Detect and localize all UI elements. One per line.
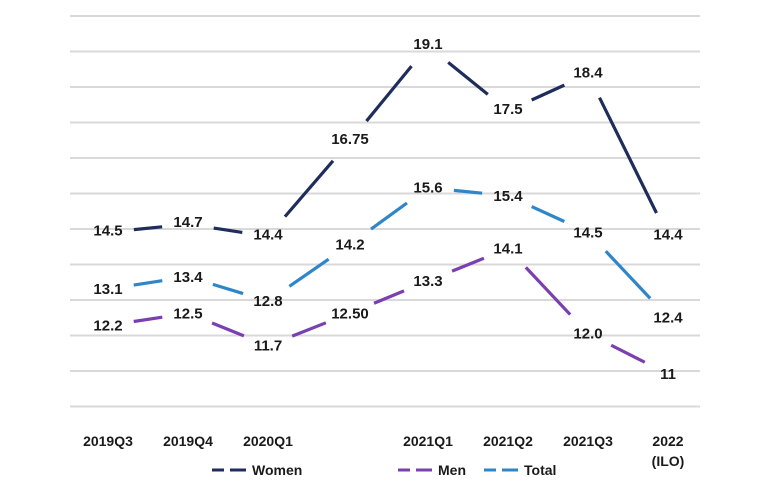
series-lines: [133, 61, 658, 364]
x-tick-label: (ILO): [652, 453, 685, 469]
women-line-segment: [530, 83, 566, 102]
women-line-segment: [365, 65, 413, 123]
x-tick-label: 2019Q3: [83, 433, 133, 449]
women-data-label: 18.4: [573, 64, 603, 81]
total-data-label: 14.5: [573, 224, 602, 241]
men-line-segment: [451, 256, 485, 273]
women-line-segment: [213, 226, 243, 234]
women-line-segment: [133, 225, 163, 232]
total-data-label: 15.4: [493, 188, 523, 205]
total-data-label: 12.8: [253, 293, 282, 310]
total-line-segment: [370, 201, 408, 231]
total-data-label: 14.2: [335, 236, 364, 253]
total-line-segment: [530, 205, 566, 223]
total-line-segment: [288, 257, 330, 288]
men-line-segment: [211, 321, 245, 338]
women-data-label: 19.1: [413, 36, 442, 53]
total-data-label: 15.6: [413, 180, 442, 197]
men-data-label: 12.0: [573, 326, 602, 343]
x-tick-label: 2022: [652, 433, 683, 449]
men-data-label: 13.3: [413, 273, 442, 290]
men-data-label: 14.1: [493, 240, 522, 257]
men-line-segment: [610, 343, 646, 364]
men-line-segment: [133, 315, 163, 324]
x-tick-label: 2020Q1: [243, 433, 293, 449]
x-tick-label: 2019Q4: [163, 433, 213, 449]
men-data-label: 11.7: [254, 338, 282, 355]
total-data-label: 13.1: [93, 281, 122, 298]
legend: Women Men Total: [212, 462, 556, 478]
men-data-label: 12.50: [331, 305, 369, 322]
x-tick-label: 2021Q2: [483, 433, 533, 449]
total-legend-label: Total: [524, 462, 556, 478]
total-line-segment: [212, 282, 244, 296]
women-line-segment: [447, 61, 489, 96]
women-legend-label: Women: [252, 462, 302, 478]
men-line-segment: [524, 266, 572, 316]
women-line-segment: [283, 159, 335, 218]
men-data-label: 11: [660, 366, 676, 383]
men-line-segment: [373, 289, 405, 305]
x-tick-label: 2021Q3: [563, 433, 613, 449]
women-data-label: 14.5: [93, 222, 122, 239]
women-data-label: 16.75: [331, 131, 369, 148]
men-line-segment: [291, 321, 327, 338]
women-data-label: 17.5: [493, 101, 522, 118]
women-line-segment: [598, 96, 658, 214]
men-data-label: 12.2: [93, 317, 122, 334]
women-data-label: 14.7: [173, 214, 202, 231]
data-labels: 14.5 14.7 14.4 16.75 19.1 17.5 18.4 14.4 12.2 12.…: [93, 36, 683, 383]
women-data-label: 14.4: [653, 226, 683, 243]
men-data-label: 12.5: [173, 305, 202, 322]
women-data-label: 14.4: [253, 226, 283, 243]
x-tick-label: 2021Q1: [403, 433, 453, 449]
total-data-label: 12.4: [653, 309, 683, 326]
men-legend-label: Men: [438, 462, 466, 478]
gridlines: [70, 15, 700, 408]
total-data-label: 13.4: [173, 269, 203, 286]
x-axis-ticks: 2019Q3 2019Q4 2020Q1 2021Q1 2021Q2 2021Q3 2022…: [83, 433, 684, 469]
total-line-segment: [133, 279, 163, 287]
total-line-segment: [453, 188, 483, 195]
total-line-segment: [604, 250, 652, 300]
